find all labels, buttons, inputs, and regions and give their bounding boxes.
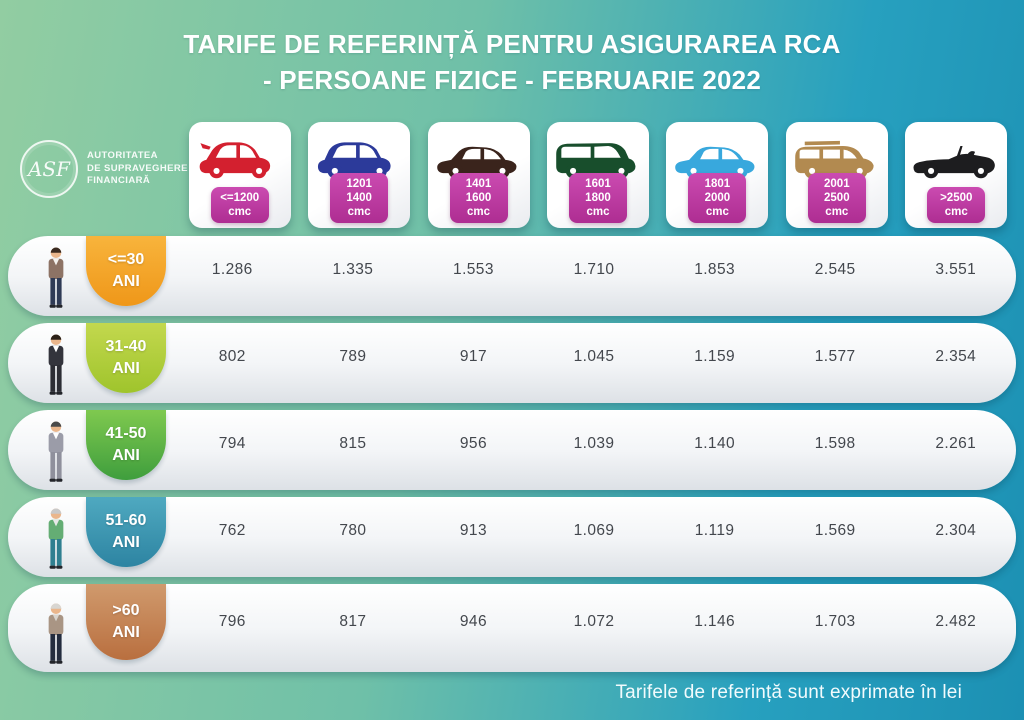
- age-group-badge: 41-50 ANI: [86, 410, 166, 480]
- engine-capacity-badge: 1801 2000 cmc: [688, 172, 747, 223]
- age-group-row: 31-40 ANI 802 789 917 1.045 1.159 1.577 2.354: [8, 323, 1016, 403]
- tariff-values: 1.286 1.335 1.553 1.710 1.853 2.545 3.551: [180, 236, 1008, 316]
- vehicle-class-card: 1601 1800 cmc: [546, 122, 649, 228]
- tariff-value: 762: [218, 522, 246, 539]
- tariff-value: 789: [339, 348, 367, 365]
- vehicle-class-header: <=1200 cmc 1201 1400 cmc 1401 1600 cmc: [188, 122, 1008, 228]
- sedan-car-icon: [673, 135, 761, 180]
- tariff-value: 913: [459, 522, 487, 539]
- footer-note: Tarifele de referință sunt exprimate în …: [615, 682, 962, 703]
- vehicle-class-card: >2500 cmc: [905, 122, 1008, 228]
- person-icon: [42, 506, 70, 572]
- vehicle-class-card: 2001 2500 cmc: [785, 122, 888, 228]
- vehicle-class-column: 2001 2500 cmc: [785, 122, 888, 228]
- engine-capacity-badge: 1401 1600 cmc: [449, 172, 508, 223]
- tariff-value: 1.146: [694, 613, 735, 630]
- city-car-icon: [196, 135, 284, 180]
- van-car-icon: [554, 135, 642, 180]
- age-group-row: 51-60 ANI 762 780 913 1.069 1.119 1.569 2.304: [8, 497, 1016, 577]
- tariff-values: 762 780 913 1.069 1.119 1.569 2.304: [180, 497, 1008, 577]
- engine-capacity-badge: 1201 1400 cmc: [330, 172, 389, 223]
- tariff-value: 2.482: [935, 613, 977, 630]
- asf-org-line2: DE SUPRAVEGHERE: [87, 162, 188, 174]
- tariff-value: 780: [339, 522, 367, 539]
- tariff-value: 2.304: [935, 522, 977, 539]
- vehicle-class-card: 1201 1400 cmc: [308, 122, 411, 228]
- tariff-value: 917: [459, 348, 487, 365]
- age-group-badge: 51-60 ANI: [86, 497, 166, 567]
- tariff-values: 802 789 917 1.045 1.159 1.577 2.354: [180, 323, 1008, 403]
- vehicle-class-card: <=1200 cmc: [188, 122, 291, 228]
- tariff-value: 817: [339, 613, 367, 630]
- tariff-value: 946: [459, 613, 487, 630]
- age-group-badge: 31-40 ANI: [86, 323, 166, 393]
- tariff-value: 956: [459, 435, 487, 452]
- vehicle-class-column: 1201 1400 cmc: [307, 122, 411, 228]
- person-icon: [42, 419, 70, 485]
- asf-logo-acronym: ASF: [27, 157, 71, 181]
- vehicle-class-column: <=1200 cmc: [188, 122, 291, 228]
- engine-capacity-badge: 1601 1800 cmc: [568, 172, 627, 223]
- tariff-rows: <=30 ANI 1.286 1.335 1.553 1.710 1.853 2.545 3.…: [8, 236, 1016, 672]
- tariff-value: 1.710: [573, 261, 615, 278]
- tariff-value: 1.286: [211, 261, 253, 278]
- tariff-value: 1.045: [573, 348, 615, 365]
- vehicle-class-card: 1801 2000 cmc: [666, 122, 769, 228]
- age-group-row: 41-50 ANI 794 815 956 1.039 1.140 1.598 2.261: [8, 410, 1016, 490]
- tariff-value: 794: [218, 435, 246, 452]
- tariff-value: 1.598: [814, 435, 856, 452]
- asf-logo: ASF AUTORITATEA DE SUPRAVEGHERE FINANCIA…: [20, 140, 188, 198]
- page-title-line2: - PERSOANE FIZICE - FEBRUARIE 2022: [263, 65, 761, 96]
- tariff-value: 796: [218, 613, 246, 630]
- vehicle-class-column: 1801 2000 cmc: [666, 122, 769, 228]
- tariff-value: 3.551: [935, 261, 977, 278]
- tariff-value: 1.072: [573, 613, 615, 630]
- vehicle-class-column: >2500 cmc: [905, 122, 1008, 228]
- vehicle-class-column: 1401 1600 cmc: [427, 122, 530, 228]
- age-group-badge: >60 ANI: [86, 584, 166, 660]
- tariff-value: 1.335: [332, 261, 374, 278]
- asf-org-line3: FINANCIARĂ: [87, 175, 151, 187]
- tariff-value: 1.039: [573, 435, 615, 452]
- tariff-value: 1.069: [573, 522, 615, 539]
- tariff-value: 2.354: [935, 348, 977, 365]
- vehicle-class-column: 1601 1800 cmc: [546, 122, 649, 228]
- person-icon: [42, 245, 70, 311]
- tariff-value: 2.261: [935, 435, 977, 452]
- tariff-value: 1.119: [694, 522, 735, 539]
- convertible-car-icon: [912, 135, 1000, 180]
- engine-capacity-badge: <=1200 cmc: [210, 186, 269, 223]
- engine-capacity-badge: >2500 cmc: [927, 186, 986, 223]
- age-group-badge: <=30 ANI: [86, 236, 166, 306]
- asf-logo-text: AUTORITATEA DE SUPRAVEGHERE FINANCIARĂ: [87, 150, 188, 188]
- tariff-value: 1.577: [814, 348, 856, 365]
- tariff-value: 1.159: [694, 348, 735, 365]
- tariff-value: 1.703: [814, 613, 856, 630]
- tariff-values: 794 815 956 1.039 1.140 1.598 2.261: [180, 410, 1008, 490]
- vehicle-class-card: 1401 1600 cmc: [427, 122, 530, 228]
- page-title-line1: TARIFE DE REFERINȚĂ PENTRU ASIGURAREA RC…: [183, 29, 841, 59]
- person-icon: [42, 332, 70, 398]
- age-group-row: >60 ANI 796 817 946 1.072 1.146 1.703 2.482: [8, 584, 1016, 672]
- tariff-value: 1.140: [694, 435, 735, 452]
- tariff-value: 802: [218, 348, 246, 365]
- page-title: TARIFE DE REFERINȚĂ PENTRU ASIGURAREA RC…: [0, 26, 1024, 99]
- age-group-row: <=30 ANI 1.286 1.335 1.553 1.710 1.853 2.545 3.…: [8, 236, 1016, 316]
- tariff-values: 796 817 946 1.072 1.146 1.703 2.482: [180, 584, 1008, 672]
- tariff-value: 1.853: [694, 261, 735, 278]
- tariff-value: 815: [339, 435, 367, 452]
- tariff-value: 1.569: [814, 522, 856, 539]
- engine-capacity-badge: 2001 2500 cmc: [807, 172, 866, 223]
- asf-org-line1: AUTORITATEA: [87, 150, 158, 162]
- tariff-value: 2.545: [814, 261, 856, 278]
- tariff-value: 1.553: [453, 261, 494, 278]
- asf-logo-icon: ASF: [20, 140, 78, 198]
- person-icon: [42, 601, 70, 667]
